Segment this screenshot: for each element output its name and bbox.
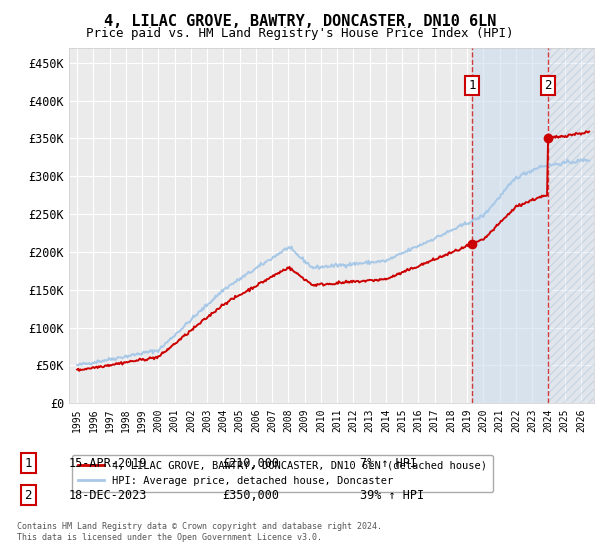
Text: 2: 2 — [25, 488, 32, 502]
Text: 39% ↑ HPI: 39% ↑ HPI — [360, 488, 424, 502]
Text: Price paid vs. HM Land Registry's House Price Index (HPI): Price paid vs. HM Land Registry's House … — [86, 27, 514, 40]
Text: 15-APR-2019: 15-APR-2019 — [69, 456, 148, 470]
Text: This data is licensed under the Open Government Licence v3.0.: This data is licensed under the Open Gov… — [17, 533, 322, 542]
Bar — [472, 48, 548, 403]
Text: £210,000: £210,000 — [222, 456, 279, 470]
Text: 4, LILAC GROVE, BAWTRY, DONCASTER, DN10 6LN: 4, LILAC GROVE, BAWTRY, DONCASTER, DN10 … — [104, 14, 496, 29]
Text: 1: 1 — [468, 79, 476, 92]
Text: 7% ↑ HPI: 7% ↑ HPI — [360, 456, 417, 470]
Text: 18-DEC-2023: 18-DEC-2023 — [69, 488, 148, 502]
Legend: 4, LILAC GROVE, BAWTRY, DONCASTER, DN10 6LN (detached house), HPI: Average price: 4, LILAC GROVE, BAWTRY, DONCASTER, DN10 … — [71, 455, 493, 492]
Text: 2: 2 — [544, 79, 551, 92]
Text: £350,000: £350,000 — [222, 488, 279, 502]
Bar — [548, 48, 594, 403]
Text: 1: 1 — [25, 456, 32, 470]
Text: Contains HM Land Registry data © Crown copyright and database right 2024.: Contains HM Land Registry data © Crown c… — [17, 522, 382, 531]
